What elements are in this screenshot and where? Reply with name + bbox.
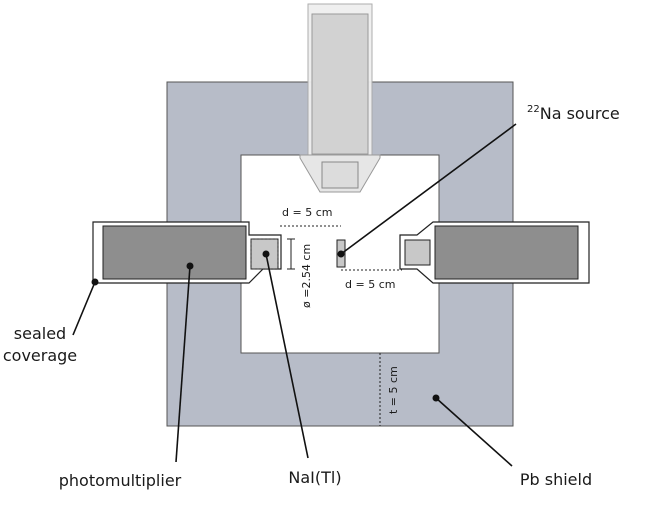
right-nai-crystal [404, 239, 431, 266]
sealed-pointer-dot [91, 278, 99, 286]
photomultiplier-label: photomultiplier [59, 471, 182, 490]
pmt-pointer-dot [186, 262, 194, 270]
pb-pointer-dot [432, 394, 440, 402]
right-photomultiplier-body [434, 225, 579, 280]
bottom-distance-label: d = 5 cm [345, 278, 395, 291]
top-distance-label: d = 5 cm [282, 206, 332, 219]
source-label-superscript: 22 [527, 104, 540, 115]
source-label-text: Na source [540, 104, 620, 123]
nai-pointer-dot [262, 250, 270, 258]
sealed-label-line1: sealed [14, 324, 66, 343]
source-pointer-dot [337, 250, 345, 258]
top-detector [299, 3, 381, 193]
source-label: 22Na source [527, 104, 620, 123]
shield-thickness-label: t = 5 cm [387, 366, 400, 414]
sealed-label-line2: coverage [3, 346, 77, 365]
left-photomultiplier-body [102, 225, 247, 280]
crystal-diameter-label: ø =2.54 cm [300, 244, 313, 308]
nai-label: NaI(Tl) [288, 468, 341, 487]
pb-shield-label: Pb shield [520, 470, 592, 489]
